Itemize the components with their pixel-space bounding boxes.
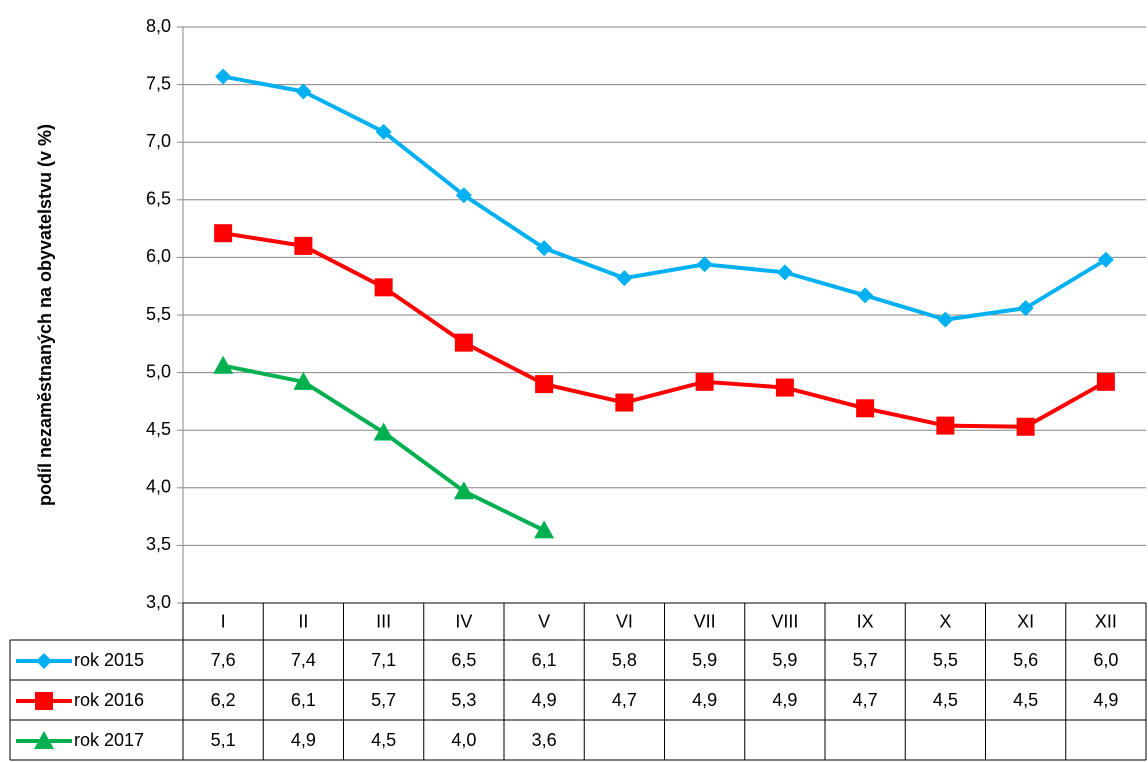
data-point: [535, 375, 554, 394]
table-value: 4,9: [291, 730, 316, 750]
data-point: [455, 187, 472, 204]
table-value: 3,6: [532, 730, 557, 750]
data-point: [214, 224, 233, 243]
y-tick-label: 4,0: [146, 477, 171, 497]
data-point: [213, 355, 234, 374]
data-point: [1017, 300, 1034, 317]
y-tick-label: 6,5: [146, 189, 171, 209]
data-point: [616, 270, 633, 287]
table-value: 5,7: [371, 690, 396, 710]
table-value: 4,9: [772, 690, 797, 710]
table-value: 4,5: [1013, 690, 1038, 710]
x-tick-label: V: [538, 611, 550, 631]
data-point: [776, 264, 793, 281]
table-value: 5,6: [1013, 650, 1038, 670]
legend-marker: [36, 653, 52, 669]
legend-label: rok 2017: [74, 730, 144, 750]
table-value: 6,5: [451, 650, 476, 670]
table-value: 5,9: [692, 650, 717, 670]
data-point: [695, 372, 714, 391]
data-point: [373, 422, 394, 441]
series-line: [222, 363, 546, 533]
x-tick-label: VI: [616, 611, 633, 631]
series-line: [222, 231, 1107, 429]
data-point: [936, 416, 955, 435]
table-value: 5,7: [853, 650, 878, 670]
x-tick-label: II: [298, 611, 308, 631]
data-point: [696, 256, 713, 273]
legend-label: rok 2015: [74, 650, 144, 670]
table-value: 4,9: [1093, 690, 1118, 710]
data-point: [374, 278, 393, 297]
data-point: [293, 371, 314, 390]
table-value: 7,6: [211, 650, 236, 670]
x-tick-label: I: [221, 611, 226, 631]
table-value: 6,0: [1093, 650, 1118, 670]
data-point: [1096, 372, 1115, 391]
legend-marker: [34, 731, 54, 749]
y-tick-label: 7,0: [146, 131, 171, 151]
data-point: [295, 83, 312, 100]
legend-marker: [35, 692, 53, 710]
data-point: [615, 393, 634, 412]
table-value: 4,9: [532, 690, 557, 710]
x-tick-label: X: [939, 611, 951, 631]
y-axis-title: podíl nezaměstnaných na obyvatelstvu (v …: [35, 124, 55, 506]
data-point: [775, 378, 794, 397]
x-tick-label: XII: [1095, 611, 1117, 631]
table-value: 5,9: [772, 650, 797, 670]
y-tick-label: 7,5: [146, 73, 171, 93]
table-value: 5,1: [211, 730, 236, 750]
data-point: [215, 68, 232, 85]
table-value: 6,1: [532, 650, 557, 670]
series-line: [222, 74, 1107, 322]
data-point: [375, 123, 392, 140]
x-tick-label: III: [376, 611, 391, 631]
y-tick-label: 6,0: [146, 246, 171, 266]
x-tick-label: IV: [455, 611, 472, 631]
table-value: 4,7: [612, 690, 637, 710]
data-point: [454, 333, 473, 352]
table-value: 6,2: [211, 690, 236, 710]
data-point: [536, 240, 553, 257]
table-value: 4,5: [933, 690, 958, 710]
data-point: [856, 399, 875, 418]
table-value: 6,1: [291, 690, 316, 710]
table-value: 4,5: [371, 730, 396, 750]
table-value: 4,0: [451, 730, 476, 750]
legend-label: rok 2016: [74, 690, 144, 710]
x-tick-label: XI: [1017, 611, 1034, 631]
y-tick-label: 3,5: [146, 534, 171, 554]
y-tick-label: 4,5: [146, 419, 171, 439]
data-point: [937, 311, 954, 328]
x-tick-label: VIII: [771, 611, 798, 631]
data-point: [534, 520, 555, 539]
y-tick-label: 5,5: [146, 304, 171, 324]
table-value: 7,1: [371, 650, 396, 670]
y-tick-label: 5,0: [146, 361, 171, 381]
data-point: [294, 236, 313, 255]
data-point: [857, 287, 874, 304]
table-value: 5,3: [451, 690, 476, 710]
x-tick-label: VII: [694, 611, 716, 631]
table-value: 7,4: [291, 650, 316, 670]
data-point: [1097, 251, 1114, 268]
table-value: 4,9: [692, 690, 717, 710]
x-tick-label: IX: [857, 611, 874, 631]
table-value: 4,7: [853, 690, 878, 710]
table-value: 5,8: [612, 650, 637, 670]
data-point: [453, 481, 474, 500]
table-value: 5,5: [933, 650, 958, 670]
y-tick-label: 3,0: [146, 592, 171, 612]
y-tick-label: 8,0: [146, 16, 171, 36]
data-point: [1016, 417, 1035, 436]
